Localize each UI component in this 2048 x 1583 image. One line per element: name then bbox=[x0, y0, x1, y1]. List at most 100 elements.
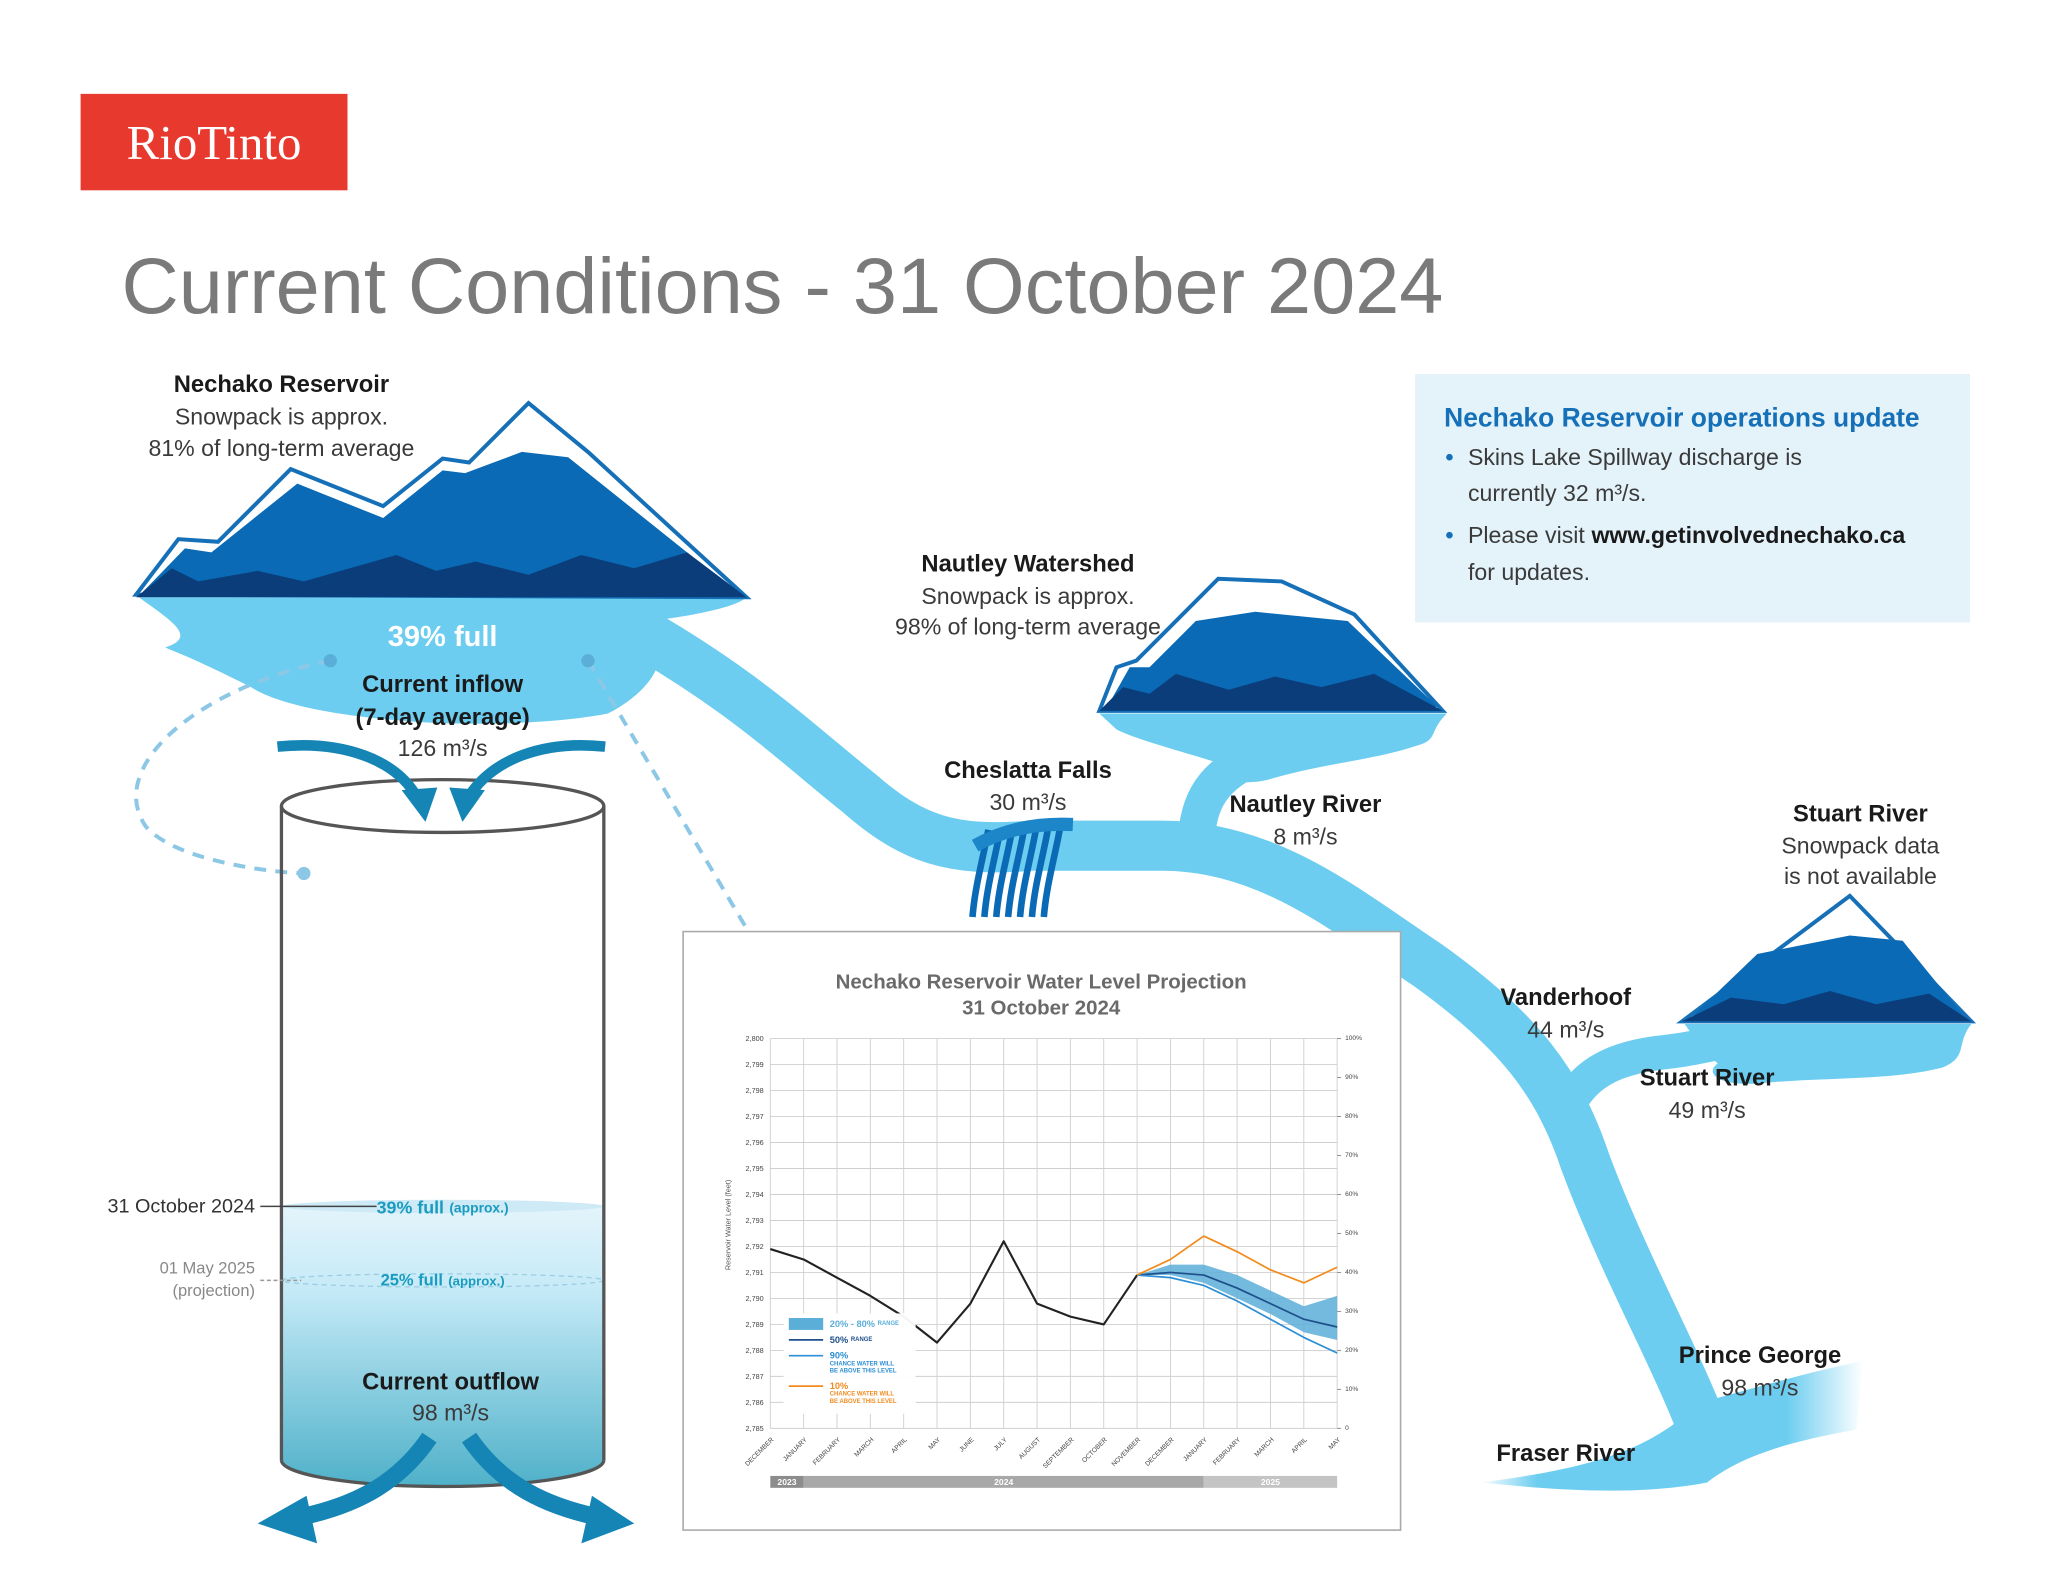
legend-note: CHANCE WATER WILL bbox=[830, 1392, 895, 1398]
arrowhead bbox=[449, 787, 485, 822]
legend-swatch bbox=[788, 1318, 824, 1330]
snowpack-text: is not available bbox=[1784, 863, 1937, 889]
y-tick-label: 2,787 bbox=[746, 1372, 764, 1381]
series-line bbox=[1137, 1271, 1338, 1328]
flow-rate: 8 m³/s bbox=[1273, 823, 1337, 849]
snowpack-text: Snowpack is approx. bbox=[921, 583, 1134, 609]
tank-water bbox=[281, 1206, 604, 1487]
projection-note: (projection) bbox=[172, 1282, 255, 1300]
legend-entry: 20% - 80% RANGE bbox=[830, 1319, 899, 1329]
level-text: 25% full bbox=[381, 1271, 443, 1289]
connector-dot bbox=[323, 654, 337, 668]
river-name: Fraser River bbox=[1496, 1440, 1635, 1467]
y2-tick-label: 20% bbox=[1345, 1347, 1358, 1354]
level-qualifier: (approx.) bbox=[448, 1273, 504, 1288]
legend-note: BE ABOVE THIS LEVEL bbox=[830, 1369, 897, 1375]
watershed-name: Stuart River bbox=[1793, 800, 1928, 827]
flow-rate: 49 m³/s bbox=[1669, 1097, 1746, 1123]
legend-name: 90% bbox=[830, 1351, 848, 1361]
flow-rate: 44 m³/s bbox=[1527, 1016, 1604, 1042]
website: www.getinvolvednechako.ca bbox=[1590, 522, 1905, 548]
y-tick-label: 2,789 bbox=[746, 1320, 764, 1329]
y-tick-label: 2,786 bbox=[746, 1398, 764, 1407]
legend-box bbox=[783, 1313, 916, 1414]
fall-stream bbox=[1028, 829, 1052, 918]
legend-note: CHANCE WATER WILL bbox=[830, 1361, 895, 1367]
current-level: 39% full (approx.) bbox=[377, 1198, 509, 1218]
y-axis-label: Reservoir Water Level (feet) bbox=[724, 1180, 733, 1270]
y2-tick-label: 40% bbox=[1345, 1269, 1358, 1276]
outflow-arrow bbox=[461, 1432, 600, 1526]
arrows bbox=[276, 740, 606, 1526]
y-tick-label: 2,795 bbox=[746, 1164, 764, 1173]
y2-tick-label: 90% bbox=[1345, 1074, 1358, 1081]
legend-entry: 90% bbox=[830, 1351, 848, 1361]
level-text: 39% full bbox=[377, 1198, 444, 1218]
year-band bbox=[770, 1475, 804, 1488]
mountain-ridge bbox=[1682, 991, 1972, 1022]
flow-name: Stuart River bbox=[1640, 1065, 1775, 1092]
y-tick-label: 2,785 bbox=[746, 1424, 764, 1433]
y2-tick-label: 80% bbox=[1345, 1113, 1358, 1120]
year-label: 2025 bbox=[1261, 1477, 1280, 1487]
level-qualifier: (approx.) bbox=[449, 1200, 508, 1216]
arrowhead bbox=[581, 1495, 635, 1544]
flow-name: Vanderhoof bbox=[1500, 984, 1631, 1011]
fall-stream bbox=[1016, 829, 1040, 918]
year-label: 2023 bbox=[777, 1477, 796, 1487]
nechako-river bbox=[595, 595, 1730, 1459]
chart-title: 31 October 2024 bbox=[962, 997, 1121, 1020]
y2-tick-label: 30% bbox=[1345, 1308, 1358, 1315]
y-tick-label: 2,796 bbox=[746, 1138, 764, 1147]
legend-name: 20% - 80% bbox=[830, 1319, 875, 1329]
y-tick-label: 2,800 bbox=[746, 1034, 764, 1043]
series-line bbox=[1136, 1235, 1338, 1284]
bullet bbox=[1446, 531, 1453, 539]
flow-rate: 30 m³/s bbox=[989, 789, 1066, 815]
y-tick-label: 2,792 bbox=[746, 1242, 764, 1251]
y-tick-label: 2,788 bbox=[746, 1346, 764, 1355]
series-line bbox=[769, 1240, 1138, 1344]
fraser-river bbox=[1479, 1360, 1864, 1491]
legend-note: BE ABOVE THIS LEVEL bbox=[830, 1399, 897, 1405]
year-label: 2024 bbox=[994, 1477, 1013, 1487]
year-band bbox=[1203, 1475, 1338, 1488]
legend-name: 50% bbox=[830, 1335, 848, 1345]
chart-frame bbox=[682, 930, 1402, 1531]
logo-text: RioTinto bbox=[127, 115, 302, 170]
projected-level: 25% full (approx.) bbox=[381, 1271, 505, 1289]
inflow-label: Current inflow bbox=[362, 671, 524, 698]
inflow-arrow bbox=[463, 740, 606, 802]
flow-rate: 98 m³/s bbox=[1721, 1374, 1798, 1400]
falls bbox=[969, 817, 1074, 918]
snowpack-text: 81% of long-term average bbox=[148, 435, 414, 461]
flow-labels: Cheslatta Falls 30 m³/s Nautley River 8 m³/… bbox=[944, 757, 1841, 1401]
bullet-text: currently 32 m³/s. bbox=[1468, 480, 1647, 506]
fall-stream bbox=[1040, 829, 1063, 918]
connector-tank bbox=[134, 658, 331, 876]
y2-tick-label: 100% bbox=[1345, 1035, 1362, 1042]
tank-top bbox=[279, 777, 606, 835]
y-tick-label: 2,797 bbox=[746, 1112, 764, 1121]
stuart-lake bbox=[1684, 1024, 1972, 1084]
bullet-lead: Please visit bbox=[1468, 522, 1585, 548]
y-tick-label: 2,793 bbox=[746, 1216, 764, 1225]
legend-name: 10% bbox=[830, 1381, 848, 1391]
y-tick-label: 2,799 bbox=[746, 1060, 764, 1069]
update-box bbox=[1415, 373, 1971, 623]
y2-tick-label: 0 bbox=[1345, 1425, 1349, 1432]
range-band bbox=[1137, 1264, 1338, 1341]
arrowheads bbox=[257, 787, 635, 1544]
series-line bbox=[1137, 1274, 1338, 1354]
connector-dot bbox=[297, 866, 311, 881]
reservoir-name: Nechako Reservoir bbox=[174, 371, 389, 398]
legend-note: RANGE bbox=[851, 1337, 872, 1343]
y2-tick-label: 10% bbox=[1345, 1386, 1358, 1393]
mountain-ridge bbox=[1099, 673, 1443, 711]
bullet bbox=[1446, 453, 1453, 461]
bullet-text: Skins Lake Spillway discharge is bbox=[1468, 444, 1802, 470]
year-band bbox=[803, 1475, 1204, 1488]
